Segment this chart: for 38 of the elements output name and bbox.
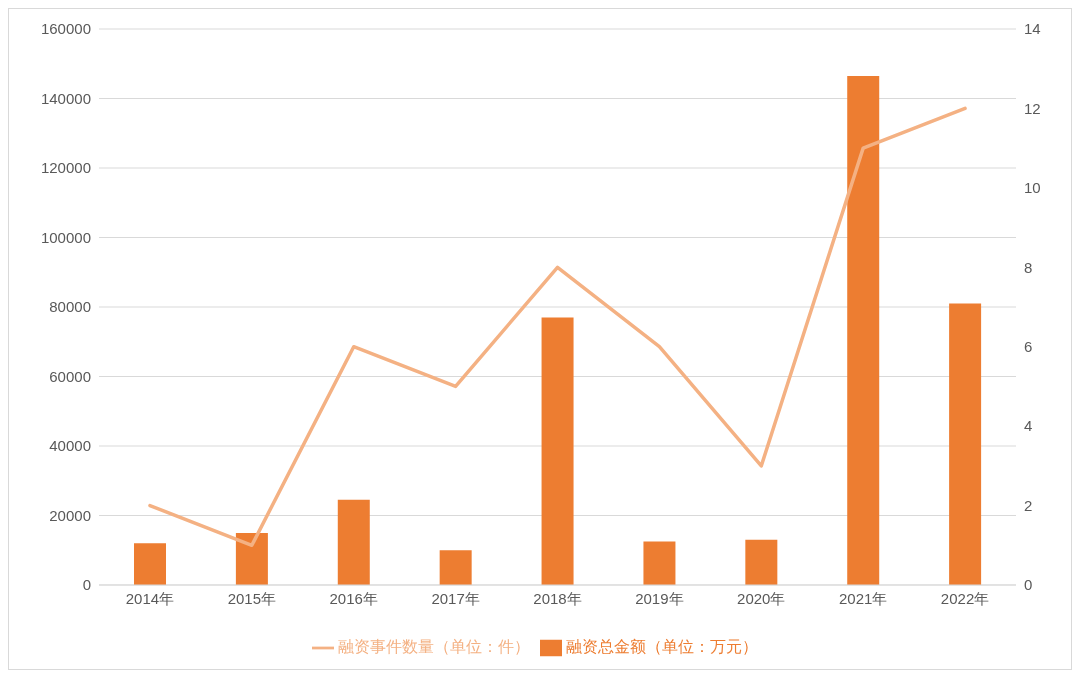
y-tick-label: 120000	[40, 159, 91, 177]
bar	[439, 550, 472, 585]
y-tick-label: 80000	[49, 298, 91, 316]
y-tick-label: 100000	[40, 228, 91, 246]
line-series	[148, 106, 967, 548]
x-tick-label: 2021年	[838, 589, 888, 607]
x-tick-label: 2018年	[533, 589, 582, 607]
x-tick-label: 2017年	[431, 589, 480, 607]
x-tick-label: 2022年	[940, 589, 990, 607]
y2-tick-label: 0	[1024, 576, 1033, 594]
x-tick-label: 2014年	[125, 589, 175, 607]
y2-tick-label: 4	[1024, 417, 1033, 435]
x-tick-label: 2016年	[329, 589, 378, 607]
bar	[847, 75, 880, 585]
bar	[541, 317, 574, 585]
bar	[337, 499, 370, 585]
x-tick-label: 2019年	[635, 589, 684, 607]
y-tick-label: 140000	[40, 89, 91, 107]
y2-tick-label: 8	[1024, 258, 1033, 276]
legend-label: 融资事件数量（单位：件）	[338, 638, 530, 656]
y-tick-label: 160000	[40, 20, 91, 38]
bar	[235, 532, 268, 585]
y2-tick-label: 12	[1024, 99, 1041, 117]
y-tick-label: 60000	[49, 367, 91, 385]
y-tick-label: 0	[82, 576, 91, 594]
x-tick-label: 2015年	[227, 589, 277, 607]
bar	[949, 303, 982, 585]
bar	[745, 539, 778, 585]
y2-tick-label: 6	[1024, 338, 1033, 356]
x-tick-label: 2020年	[737, 589, 786, 607]
y-tick-label: 40000	[49, 437, 91, 455]
legend-label: 融资总金额（单位：万元）	[566, 638, 758, 656]
y-tick-label: 20000	[49, 506, 91, 524]
y2-tick-label: 10	[1024, 179, 1041, 197]
y2-tick-label: 2	[1024, 496, 1033, 514]
bar	[134, 543, 166, 585]
y2-tick-label: 14	[1024, 20, 1041, 38]
bar	[643, 541, 676, 585]
